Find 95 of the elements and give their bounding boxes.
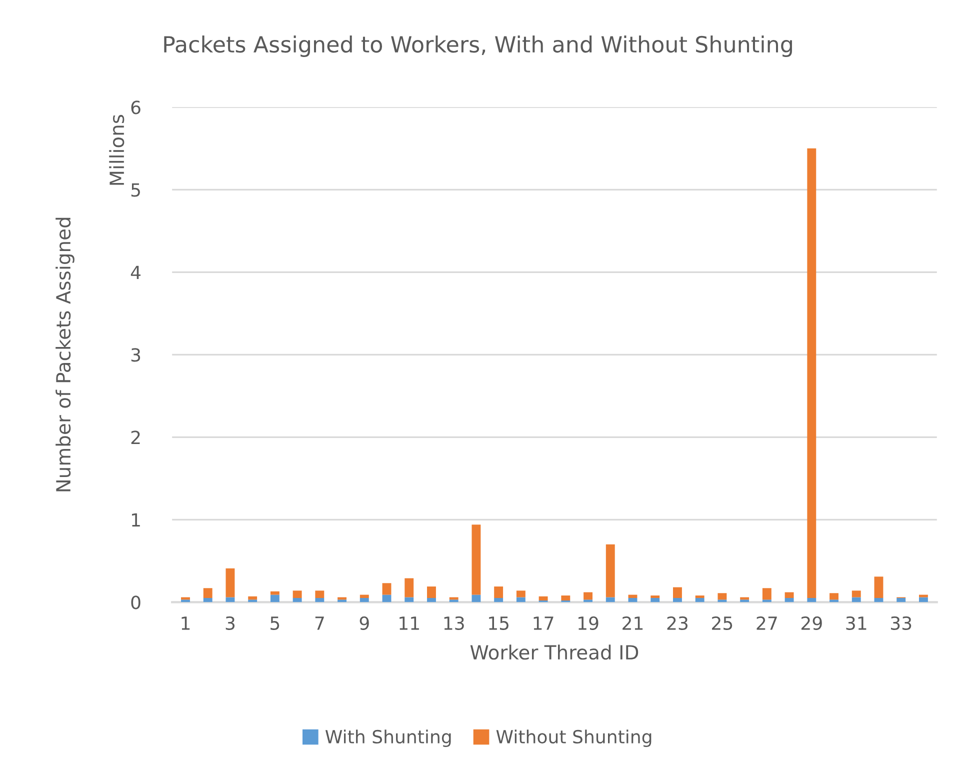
bar bbox=[494, 586, 504, 598]
bar bbox=[449, 597, 458, 600]
bar bbox=[762, 600, 772, 602]
y-tick-label: 4 bbox=[130, 266, 141, 280]
x-tick-label: 9 bbox=[360, 616, 369, 630]
bar bbox=[516, 597, 526, 602]
bar bbox=[292, 590, 302, 598]
x-tick-label: 21 bbox=[622, 616, 643, 630]
text: Millions bbox=[109, 114, 124, 185]
bar bbox=[830, 600, 838, 602]
bar bbox=[830, 593, 838, 600]
x-tick-label: 23 bbox=[667, 616, 688, 630]
y-tick-label: 3 bbox=[131, 348, 140, 362]
bar bbox=[226, 597, 235, 602]
bar bbox=[584, 592, 592, 600]
bar bbox=[918, 594, 928, 598]
bar bbox=[203, 588, 212, 598]
x-tick-label: 13 bbox=[444, 616, 464, 630]
x-tick-label: 29 bbox=[801, 616, 822, 630]
legend-label: With Shunting bbox=[325, 730, 451, 748]
bar bbox=[874, 576, 884, 598]
bar bbox=[516, 590, 526, 598]
y-axis-title: Number of Packets Assigned bbox=[56, 218, 74, 492]
y-tick-label: 5 bbox=[131, 183, 140, 197]
x-tick-label: 17 bbox=[534, 616, 554, 630]
bar bbox=[360, 598, 369, 602]
bar bbox=[718, 600, 727, 602]
bar bbox=[650, 598, 660, 602]
bar bbox=[807, 148, 816, 598]
x-tick-label: 11 bbox=[400, 616, 419, 630]
bar bbox=[248, 600, 258, 602]
y-tick-label: 0 bbox=[131, 596, 140, 610]
bar bbox=[784, 598, 794, 602]
chart-title: Packets Assigned to Workers, With and Without Shunting bbox=[164, 36, 792, 58]
x-axis-title: Worker Thread ID bbox=[470, 644, 638, 660]
bar bbox=[472, 524, 481, 595]
x-tick-label: 7 bbox=[315, 616, 324, 630]
x-tick-label: 5 bbox=[270, 616, 280, 630]
x-tick-label: 31 bbox=[846, 616, 866, 630]
bar bbox=[606, 597, 615, 602]
bar bbox=[561, 596, 570, 600]
x-tick-label: 15 bbox=[489, 616, 508, 630]
bar bbox=[382, 583, 392, 595]
x-tick-label: 25 bbox=[712, 616, 732, 630]
bar bbox=[718, 593, 727, 600]
bar bbox=[852, 597, 861, 602]
bar bbox=[673, 598, 682, 602]
bar bbox=[740, 600, 750, 602]
y-tick-label: 6 bbox=[131, 100, 140, 114]
bar bbox=[896, 598, 906, 602]
bar bbox=[270, 591, 280, 595]
y-tick-label: 2 bbox=[131, 430, 140, 444]
bar bbox=[874, 598, 884, 602]
bar bbox=[270, 594, 280, 602]
bar bbox=[404, 578, 414, 598]
x-tick-label: 3 bbox=[226, 616, 235, 630]
bar bbox=[427, 598, 436, 602]
bar bbox=[918, 597, 928, 602]
bar bbox=[628, 594, 638, 598]
bar bbox=[181, 600, 190, 602]
bar bbox=[404, 597, 414, 602]
bar bbox=[248, 596, 258, 600]
x-tick-label: 19 bbox=[578, 616, 598, 630]
bar bbox=[762, 588, 772, 600]
bar bbox=[292, 598, 302, 602]
bar bbox=[740, 597, 750, 600]
bar bbox=[315, 598, 324, 602]
bar bbox=[181, 597, 190, 600]
bar bbox=[695, 596, 704, 598]
bar bbox=[203, 598, 212, 602]
bar bbox=[360, 594, 369, 598]
bar bbox=[338, 597, 347, 600]
y-tick-label: 1 bbox=[132, 513, 140, 527]
bar bbox=[807, 598, 816, 602]
x-tick-label: 33 bbox=[890, 616, 912, 630]
bar bbox=[628, 598, 638, 602]
bar bbox=[606, 544, 615, 598]
bar bbox=[449, 600, 458, 602]
bar bbox=[226, 568, 235, 598]
x-tick-label: 1 bbox=[182, 616, 190, 630]
legend-label: Without Shunting bbox=[496, 730, 652, 748]
bar bbox=[472, 594, 481, 602]
bar bbox=[784, 592, 794, 598]
x-tick-label: 27 bbox=[756, 616, 777, 630]
bar bbox=[673, 587, 682, 598]
bar bbox=[494, 598, 504, 602]
bar bbox=[427, 586, 436, 598]
bar bbox=[584, 600, 592, 602]
bar bbox=[382, 594, 392, 602]
bar bbox=[650, 596, 660, 598]
bar bbox=[315, 590, 324, 598]
bar bbox=[852, 590, 861, 598]
bar bbox=[538, 596, 548, 600]
bar bbox=[695, 598, 704, 602]
bar bbox=[338, 600, 347, 602]
